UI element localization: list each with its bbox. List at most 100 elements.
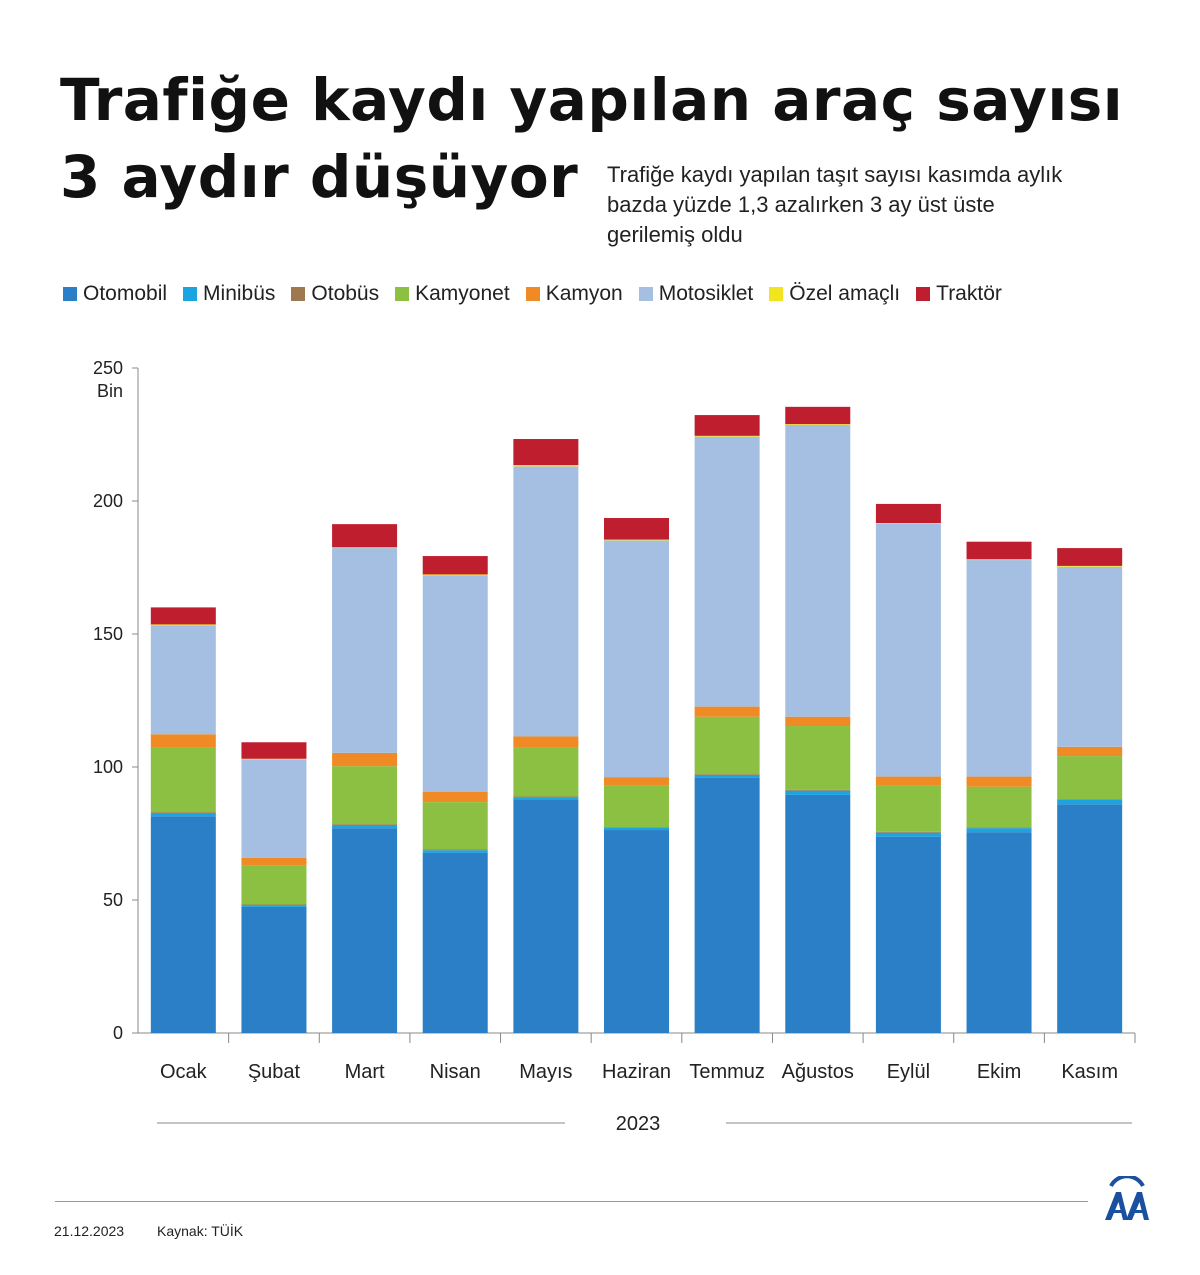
bar-segment-otomobil bbox=[604, 830, 669, 1033]
aa-logo-icon bbox=[1105, 1176, 1149, 1220]
footer-divider bbox=[55, 1201, 1088, 1202]
bar-segment-kamyon bbox=[1057, 746, 1123, 757]
x-tick-label: Nisan bbox=[430, 1061, 481, 1083]
legend-swatch bbox=[769, 287, 784, 301]
bar-segment-otobüs bbox=[513, 796, 579, 798]
bar-segment-otomobil bbox=[875, 836, 941, 1033]
bar-segment-otobüs bbox=[875, 831, 941, 833]
page-title: Trafiğe kaydı yapılan araç sayısı 3 aydı… bbox=[60, 62, 1123, 216]
y-tick-label: 50 bbox=[103, 890, 123, 910]
bar-segment-minibüs bbox=[694, 774, 760, 778]
bar-segment-motosiklet bbox=[241, 759, 307, 858]
legend-swatch bbox=[525, 287, 540, 301]
bar-segment-otobüs bbox=[241, 904, 307, 906]
bar-segment-minibüs bbox=[875, 832, 941, 837]
bar-segment-minibüs bbox=[513, 797, 579, 800]
bar-segment-kamyonet bbox=[785, 726, 851, 790]
bar-segment-otomobil bbox=[966, 832, 1032, 1033]
bar-segment-özel-amaçlı bbox=[150, 624, 216, 626]
bar-segment-otomobil bbox=[150, 816, 216, 1033]
bar-segment-otomobil bbox=[513, 799, 579, 1033]
bar-segment-minibüs bbox=[966, 828, 1032, 833]
bar-segment-kamyon bbox=[785, 716, 851, 727]
bar-segment-özel-amaçlı bbox=[966, 559, 1032, 561]
legend-label: Kamyonet bbox=[415, 282, 510, 305]
bar-segment-kamyon bbox=[875, 776, 941, 786]
bar-segment-motosiklet bbox=[332, 548, 398, 753]
bar-segment-traktör bbox=[422, 556, 488, 575]
bar-segment-kamyonet bbox=[875, 785, 941, 832]
bar-segment-kamyon bbox=[241, 857, 307, 866]
y-tick-label: 250 bbox=[93, 358, 123, 378]
title-line-2: 3 aydır düşüyor bbox=[60, 143, 579, 211]
bar-segment-otobüs bbox=[966, 827, 1032, 829]
legend-swatch bbox=[63, 287, 77, 301]
legend-swatch bbox=[395, 287, 410, 301]
legend-item: Kamyonet bbox=[395, 282, 510, 306]
bar-segment-özel-amaçlı bbox=[241, 758, 307, 760]
bar-segment-traktör bbox=[785, 406, 851, 425]
x-tick-label: Ağustos bbox=[782, 1061, 854, 1083]
bar-segment-otobüs bbox=[1057, 799, 1123, 800]
legend-swatch bbox=[916, 287, 931, 301]
legend-label: Kamyon bbox=[545, 282, 623, 305]
bar-segment-motosiklet bbox=[875, 523, 941, 777]
legend-label: Otobüs bbox=[311, 282, 380, 305]
x-tick-label: Kasım bbox=[1061, 1061, 1118, 1083]
bar-segment-otomobil bbox=[785, 794, 851, 1033]
bar-segment-özel-amaçlı bbox=[332, 547, 398, 549]
bar-segment-kamyon bbox=[604, 777, 669, 786]
y-tick-label: 100 bbox=[93, 757, 123, 777]
legend-label: Motosiklet bbox=[658, 282, 754, 305]
bar-segment-kamyonet bbox=[1057, 756, 1123, 800]
bar-segment-özel-amaçlı bbox=[513, 465, 579, 467]
bar-segment-kamyon bbox=[422, 792, 488, 803]
bar-segment-minibüs bbox=[150, 813, 216, 817]
bar-segment-otomobil bbox=[1057, 804, 1123, 1033]
bar-segment-kamyonet bbox=[966, 786, 1032, 828]
chart-legend: Otomobil Minibüs Otobüs Kamyonet Kamyon Motos… bbox=[63, 282, 1018, 306]
y-tick-label: 150 bbox=[93, 624, 123, 644]
bar-segment-kamyonet bbox=[513, 747, 579, 797]
bar-segment-otobüs bbox=[422, 849, 488, 851]
bar-segment-kamyonet bbox=[332, 766, 398, 825]
bar-segment-traktör bbox=[150, 607, 216, 625]
y-tick-label: 0 bbox=[113, 1023, 123, 1043]
subtitle: Trafiğe kaydı yapılan taşıt sayısı kasım… bbox=[607, 162, 1063, 247]
bar-segment-traktör bbox=[513, 439, 579, 466]
bar-segment-otobüs bbox=[694, 774, 760, 775]
y-tick-label: 200 bbox=[93, 491, 123, 511]
bar-segment-minibüs bbox=[785, 790, 851, 795]
x-tick-label: Ocak bbox=[160, 1061, 208, 1083]
bar-segment-kamyon bbox=[694, 706, 760, 717]
legend-item: Kamyon bbox=[525, 282, 623, 306]
bar-segment-traktör bbox=[604, 518, 669, 540]
legend-swatch bbox=[183, 287, 198, 301]
footer-source: Kaynak: TÜİK bbox=[157, 1223, 244, 1239]
bar-segment-kamyonet bbox=[604, 785, 669, 828]
bar-segment-özel-amaçlı bbox=[875, 523, 941, 524]
bar-segment-traktör bbox=[1057, 548, 1123, 566]
bar-segment-kamyonet bbox=[694, 716, 760, 775]
x-tick-label: Ekim bbox=[977, 1061, 1021, 1083]
bar-segment-traktör bbox=[332, 524, 398, 548]
title-line-1: Trafiğe kaydı yapılan araç sayısı bbox=[60, 66, 1124, 134]
bar-segment-özel-amaçlı bbox=[785, 424, 851, 425]
bar-segment-otomobil bbox=[422, 852, 488, 1033]
bar-segment-minibüs bbox=[1057, 799, 1123, 805]
legend-swatch bbox=[291, 287, 306, 301]
y-axis-unit: Bin bbox=[97, 381, 123, 401]
x-tick-label: Haziran bbox=[602, 1061, 671, 1083]
bar-segment-otomobil bbox=[241, 906, 307, 1033]
legend-item: Otobüs bbox=[291, 282, 379, 306]
bar-segment-kamyon bbox=[966, 776, 1032, 787]
bar-segment-otomobil bbox=[694, 777, 760, 1033]
bar-segment-otobüs bbox=[150, 812, 216, 814]
bar-segment-özel-amaçlı bbox=[694, 435, 760, 437]
bar-segment-otobüs bbox=[785, 789, 851, 791]
x-axis-year-label: 2023 bbox=[616, 1113, 661, 1135]
bar-segment-motosiklet bbox=[966, 560, 1032, 777]
bar-segment-kamyonet bbox=[150, 747, 216, 813]
legend-label: Özel amaçlı bbox=[789, 282, 901, 305]
x-tick-label: Şubat bbox=[248, 1061, 301, 1083]
